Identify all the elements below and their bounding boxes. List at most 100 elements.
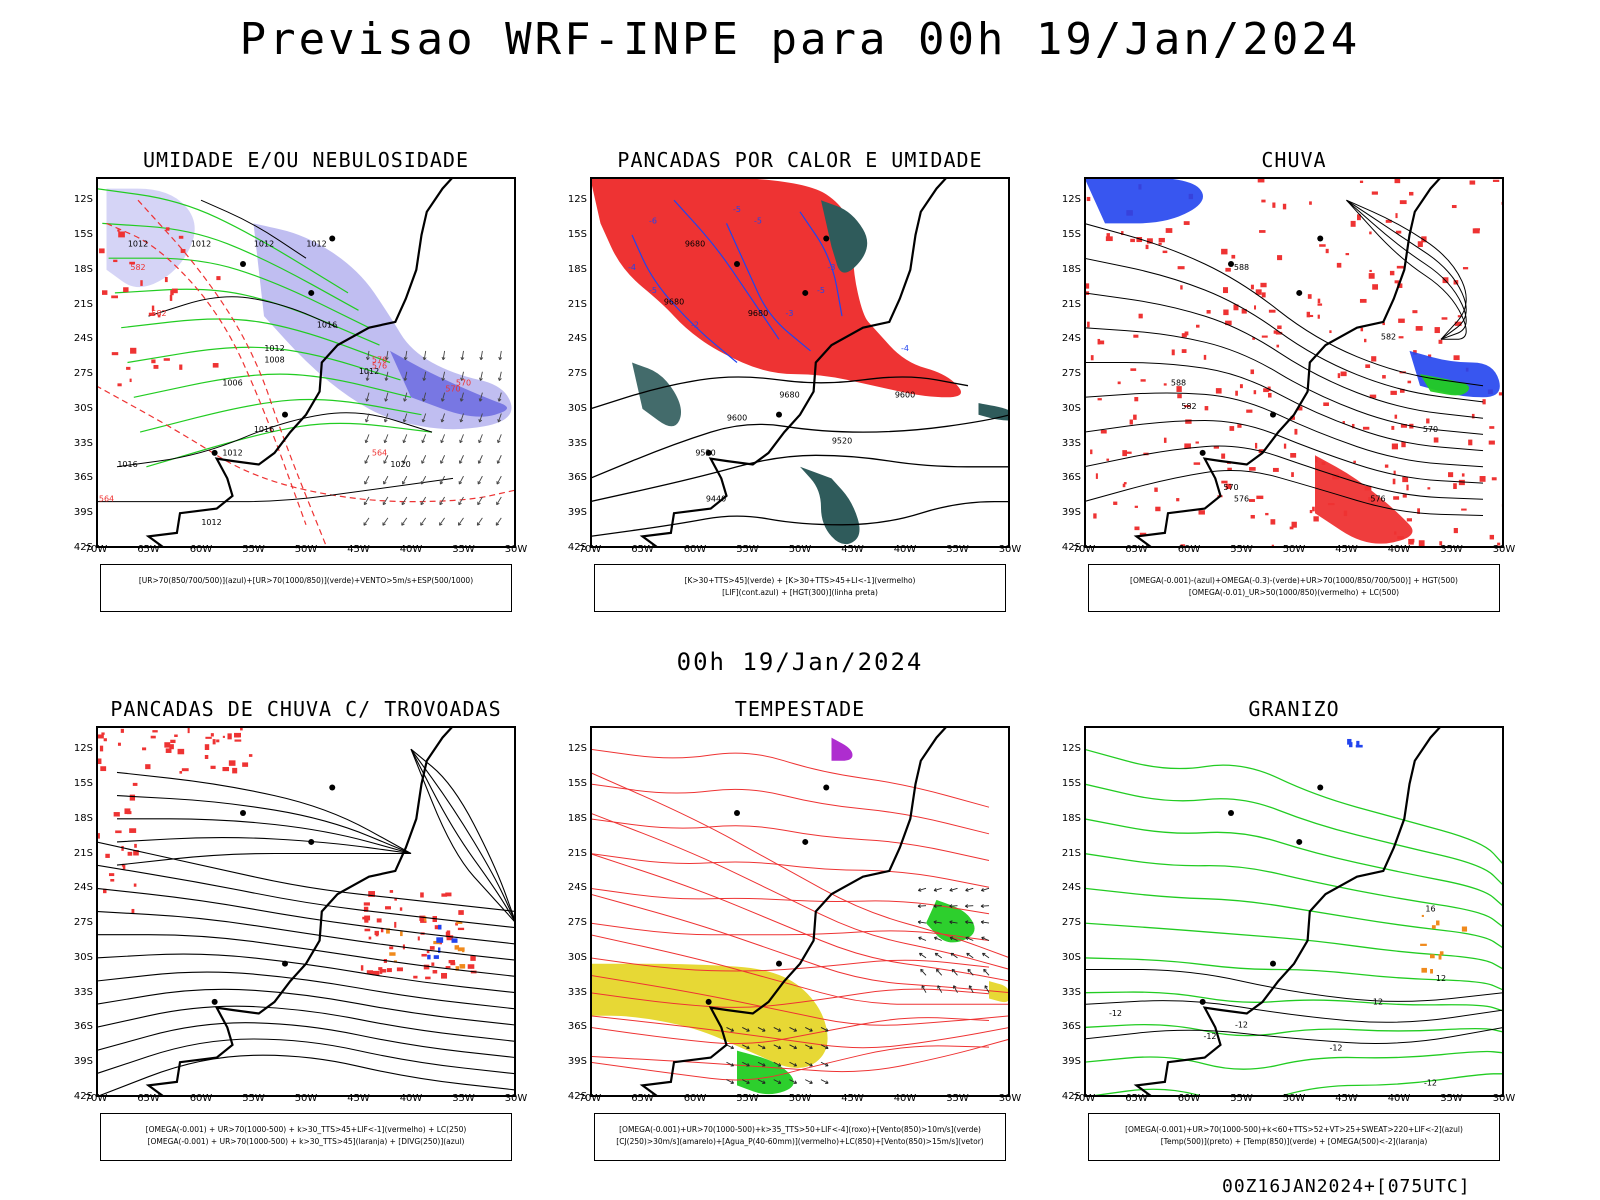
wind-vector <box>384 413 389 423</box>
height-label: 570 <box>1423 425 1438 434</box>
temp-850-contour <box>1086 957 1502 991</box>
thickness-label: 564 <box>372 448 387 457</box>
lon-tick-label: 45W <box>347 1093 370 1104</box>
rain-area <box>1406 484 1409 491</box>
wind-vector <box>789 1061 797 1067</box>
wind-vector <box>919 952 923 957</box>
rain-area <box>1250 284 1254 290</box>
rain-area <box>1390 390 1397 395</box>
wind-vector <box>460 356 465 361</box>
rain-area <box>1255 289 1262 295</box>
lake-mark <box>1270 411 1276 418</box>
storm-rain-area <box>378 967 383 971</box>
rain-area <box>1417 241 1423 247</box>
wind-vector <box>497 455 502 464</box>
wind-vector <box>825 1045 829 1050</box>
storm-rain-area <box>376 918 382 923</box>
wind-vector <box>950 952 958 959</box>
streamline <box>592 975 1008 1026</box>
rain-area <box>1133 334 1139 338</box>
storm-rain-area <box>113 812 120 817</box>
streamline <box>592 1015 1008 1049</box>
rain-area <box>1325 248 1329 254</box>
isobar <box>98 477 454 503</box>
wind-vector <box>459 439 463 444</box>
rain-area <box>1290 453 1297 458</box>
wind-vector <box>385 371 389 381</box>
wind-vector <box>402 439 407 444</box>
moisture-contour <box>592 853 990 888</box>
wind-vector <box>746 1063 750 1067</box>
rain-area <box>1250 514 1255 519</box>
wind-vector <box>439 496 445 505</box>
rain-area <box>1239 384 1243 389</box>
height-contour <box>592 376 969 409</box>
rain-area <box>1227 467 1232 471</box>
hail-area <box>1356 740 1360 746</box>
legend-line: [LIF](cont.azul) + [HGT(300)](linha pret… <box>722 588 878 597</box>
storm-rain-area <box>134 843 137 848</box>
storm-rain-area <box>131 908 135 914</box>
streamline <box>98 1022 514 1058</box>
red-patch <box>117 229 120 232</box>
storm-rain-area <box>212 739 216 745</box>
moisture-contour <box>592 922 990 941</box>
rain-area <box>1427 487 1431 490</box>
storm-rain-area <box>431 962 435 966</box>
wind-vector <box>478 398 483 402</box>
height-label: 576 <box>1370 495 1385 504</box>
rain-area <box>1479 476 1486 482</box>
lake-mark <box>776 960 782 967</box>
wind-vector <box>917 904 921 908</box>
lat-tick-label: 15S <box>73 228 93 240</box>
streamline <box>98 887 514 945</box>
rain-area <box>1250 369 1255 375</box>
wind-vector <box>401 481 406 485</box>
lon-tick-label: 40W <box>399 1093 423 1104</box>
wind-vector <box>458 481 463 485</box>
red-patch <box>113 259 118 263</box>
moisture-contour <box>592 783 990 835</box>
wind-vector <box>777 1045 782 1050</box>
lat-tick-label: 21S <box>73 847 93 859</box>
isobar-label: 1012 <box>264 344 284 353</box>
wind-vector <box>980 888 985 892</box>
coastline <box>1133 179 1441 546</box>
rain-area <box>1337 373 1341 379</box>
wind-vector <box>757 1079 766 1084</box>
rain-area <box>1257 179 1265 183</box>
height-contour <box>592 454 1008 502</box>
rain-area <box>1448 472 1454 478</box>
lat-tick-label: 21S <box>1061 298 1081 310</box>
rain-area <box>1434 327 1440 334</box>
streamline <box>410 748 514 921</box>
rain-area <box>1277 325 1282 330</box>
wind-vector <box>498 392 502 402</box>
green-contour <box>146 422 433 468</box>
rain-area <box>1492 179 1500 182</box>
storm-rain-area <box>450 962 456 966</box>
storm-rain-area <box>174 734 178 737</box>
rain-area <box>1129 419 1133 425</box>
wind-vector <box>458 496 464 505</box>
height-label: 570 <box>1223 483 1238 492</box>
wind-vector <box>366 371 370 381</box>
rain-area <box>1433 437 1439 443</box>
rain-area <box>1394 280 1399 284</box>
red-patch <box>180 249 186 253</box>
lake-mark <box>240 809 246 816</box>
height-label: 9520 <box>832 437 852 446</box>
rain-area <box>1394 414 1398 419</box>
lifted-index-label: -5 <box>754 216 762 225</box>
rain-area <box>1385 219 1392 223</box>
storm-rain-area <box>363 902 370 906</box>
lon-tick-label: 70W <box>1072 1093 1096 1104</box>
lat-tick-label: 12S <box>73 743 93 755</box>
rain-area <box>1272 467 1279 472</box>
omega-area <box>1431 925 1436 929</box>
isobar-label: 1012 <box>128 240 148 249</box>
lon-tick-label: 40W <box>399 544 423 555</box>
storm-rain-area <box>448 959 455 964</box>
omega-area <box>1420 943 1427 946</box>
rain-area <box>1323 402 1329 406</box>
